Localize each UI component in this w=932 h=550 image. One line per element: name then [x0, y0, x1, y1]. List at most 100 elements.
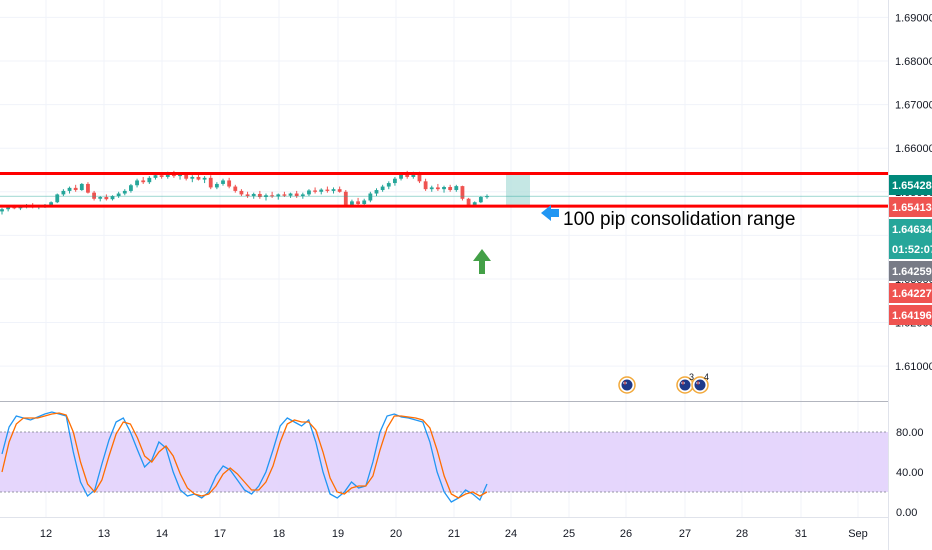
candle-body [221, 180, 225, 184]
candle-body [386, 183, 391, 187]
svg-text:1.64196: 1.64196 [892, 310, 932, 322]
candle-body [362, 200, 367, 204]
time-axis-label: 14 [156, 528, 168, 540]
candle-body [478, 197, 483, 203]
svg-text:1.64227: 1.64227 [892, 288, 932, 300]
candle-body [313, 190, 318, 192]
candle-body [257, 193, 262, 198]
price-axis-label: 1.66000 [895, 143, 932, 155]
consolidation-box[interactable] [506, 173, 530, 207]
svg-text:01:52:07: 01:52:07 [892, 244, 932, 256]
candle-body [435, 187, 440, 190]
candle-body [122, 190, 127, 194]
candle-body [276, 194, 281, 197]
time-axis-label: 21 [448, 528, 460, 540]
candle-body [405, 174, 410, 177]
price-tag: 01:52:07 [889, 239, 932, 259]
candle-body [319, 189, 324, 192]
new-zealand-flag-icon[interactable]: 4 [691, 372, 709, 394]
price-tag: 1.64259 [889, 261, 932, 281]
price-axis-label: 1.67000 [895, 100, 932, 112]
stochastic-line [1, 412, 488, 499]
candle-body [454, 186, 459, 191]
time-axis-label: Sep [848, 528, 868, 540]
range-lines[interactable] [0, 171, 888, 208]
candle-body [350, 201, 354, 205]
price-tag: 1.64634 [889, 219, 932, 239]
time-axis-label: 17 [214, 528, 226, 540]
candle-body [429, 187, 434, 190]
candle-body [214, 183, 219, 188]
candle-body [460, 186, 465, 199]
candle-body [86, 183, 90, 193]
candle-body [300, 194, 305, 197]
svg-text:1.65428: 1.65428 [892, 180, 932, 192]
time-axis-label: 12 [40, 528, 52, 540]
stochastic-axis-label: 40.00 [896, 467, 924, 479]
event-badge-count: 4 [704, 372, 709, 382]
australia-flag-icon[interactable]: 3 [676, 372, 694, 394]
candle-body [92, 192, 96, 199]
candle-body [374, 190, 379, 194]
stochastic-axis[interactable]: 80.00 40.00 0.00 [896, 427, 924, 519]
time-axis-label: 31 [795, 528, 807, 540]
stochastic-band [0, 432, 888, 492]
candle-body [135, 180, 139, 186]
svg-text:1.64259: 1.64259 [892, 266, 932, 278]
svg-text:1.64634: 1.64634 [892, 224, 932, 236]
price-tags: 1.65428 1.65413 1.64634 01:52:07 1.64259 1.64… [889, 175, 932, 325]
candle-body [55, 194, 60, 203]
candle-body [79, 183, 84, 191]
candle-body [485, 196, 489, 198]
stochastic-lines [0, 411, 888, 503]
candle-body [202, 177, 207, 180]
candle-body [227, 180, 232, 187]
candle-body [331, 189, 336, 191]
candle-body [399, 174, 403, 179]
candle-body [423, 181, 428, 190]
candle-body [110, 196, 115, 200]
price-axis-label: 1.69000 [895, 12, 932, 24]
candle-body [12, 207, 17, 209]
candlestick-series [0, 170, 489, 215]
candle-body [0, 209, 4, 212]
candle-body [466, 198, 471, 205]
time-axis[interactable]: 12 13 14 17 18 19 20 21 24 25 26 27 28 31 Sep [40, 528, 868, 540]
candle-body [393, 178, 397, 184]
candle-body [73, 187, 78, 191]
candle-body [159, 175, 164, 177]
candle-body [49, 202, 54, 206]
candle-body [239, 190, 244, 195]
australia-flag-icon[interactable] [618, 376, 636, 394]
event-badge-count: 3 [689, 372, 694, 382]
price-axis-label: 1.61000 [895, 361, 932, 373]
candle-body [411, 173, 416, 177]
candle-body [343, 191, 348, 205]
candle-body [165, 174, 170, 177]
candle-body [294, 193, 299, 197]
candle-body [171, 174, 176, 177]
candle-body [356, 201, 360, 204]
candle-body [196, 176, 201, 180]
candle-body [61, 190, 66, 195]
price-tag: 1.64196 [889, 305, 932, 325]
candle-body [98, 197, 103, 199]
candle-body [368, 193, 373, 201]
candle-body [190, 176, 195, 179]
candle-body [208, 177, 213, 188]
time-axis-label: 24 [505, 528, 517, 540]
candle-body [442, 186, 446, 190]
candle-body [147, 177, 152, 183]
candle-body [417, 173, 422, 182]
time-axis-label: 27 [679, 528, 691, 540]
price-tag: 1.65428 [889, 175, 932, 195]
candle-body [233, 186, 238, 191]
candle-body [67, 187, 72, 191]
candle-body [141, 180, 146, 183]
candle-body [245, 194, 250, 197]
blue-left-arrow-icon [541, 205, 559, 221]
time-axis-label: 20 [390, 528, 402, 540]
candle-body [184, 174, 189, 179]
